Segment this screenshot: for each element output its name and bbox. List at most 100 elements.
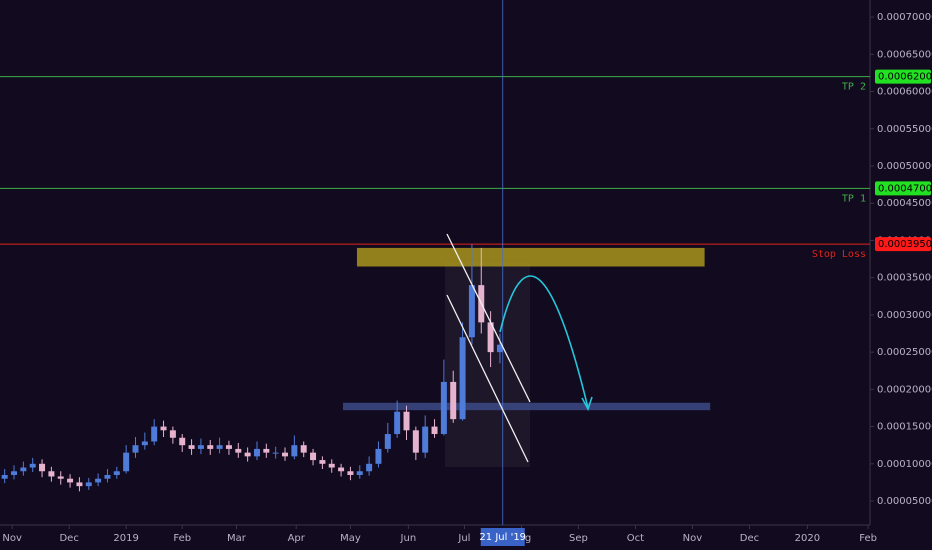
y-tick-label: 0.00035000: [877, 273, 932, 284]
x-tick-label: Jul: [457, 533, 470, 544]
candle-body: [263, 448, 270, 453]
candle-body: [291, 445, 298, 457]
channel-lower: [446, 294, 529, 463]
candle-body: [39, 463, 46, 472]
x-tick-label: Apr: [288, 533, 306, 544]
level-price-label: 0.00047000: [878, 183, 932, 194]
x-tick-label: Dec: [740, 533, 759, 544]
y-tick-label: 0.00045000: [877, 198, 932, 209]
candle-body: [216, 445, 223, 449]
x-tick-label: 2020: [795, 533, 820, 544]
candle-body: [188, 445, 195, 449]
candle-body: [328, 463, 335, 468]
level-price-box: [875, 181, 931, 196]
zone: [356, 247, 705, 267]
candle-body: [375, 448, 382, 464]
candle-body: [1, 474, 8, 479]
channel-upper: [446, 233, 531, 403]
candle-body: [450, 381, 457, 420]
x-tick-label: Oct: [627, 533, 644, 544]
candle-body: [20, 467, 27, 472]
candle-body: [319, 460, 326, 464]
candle-body: [403, 411, 410, 431]
x-tick-label: Sep: [569, 533, 588, 544]
candle-body: [310, 452, 317, 461]
y-tick-label: 0.00030000: [877, 310, 932, 321]
y-tick-label: 0.00015000: [877, 422, 932, 433]
selection-shade: [445, 262, 530, 467]
y-tick-label: 0.00025000: [877, 347, 932, 358]
x-tick-label: Jun: [400, 533, 417, 544]
candle-body: [179, 437, 186, 446]
x-tick-label: 2019: [113, 533, 138, 544]
candle-body: [468, 285, 475, 338]
arrow-head: [581, 396, 593, 411]
candle-body: [197, 445, 204, 449]
y-tick-label: 0.00005000: [877, 496, 932, 507]
candle-body: [113, 471, 120, 475]
y-tick-label: 0.00020000: [877, 384, 932, 395]
candle-body: [394, 411, 401, 435]
candle-body: [440, 381, 447, 435]
candle-body: [431, 426, 438, 435]
candle-body: [29, 463, 36, 468]
candle-body: [459, 337, 466, 420]
candle-body: [123, 452, 130, 472]
candle-body: [104, 474, 111, 479]
y-tick-label: 0.00070000: [877, 12, 932, 23]
y-tick-label: 0.00065000: [877, 49, 932, 60]
candle-body: [48, 471, 55, 477]
candle-body: [57, 476, 64, 479]
level-price-label: 0.00062000: [878, 72, 932, 83]
y-tick-label: 0.00010000: [877, 459, 932, 470]
candle-body: [366, 463, 373, 472]
candle-body: [151, 426, 158, 442]
x-tick-label: Mar: [227, 533, 247, 544]
level-price-box: [875, 69, 931, 84]
candle-body: [95, 478, 102, 483]
candle-body: [85, 482, 92, 487]
candle-body: [412, 430, 419, 453]
candle-body: [67, 478, 74, 483]
level-label: TP 2: [842, 82, 866, 93]
x-tick-label: May: [340, 533, 361, 544]
y-tick-label: 0.00050000: [877, 161, 932, 172]
candle-body: [338, 467, 345, 472]
projection-arrow: [499, 275, 589, 409]
candle-body: [496, 344, 503, 353]
candle-body: [356, 471, 363, 475]
candle-body: [272, 452, 279, 454]
candle-body: [347, 471, 354, 475]
crosshair-label: 21 Jul '19: [479, 532, 526, 543]
y-tick-label: 0.00060000: [877, 87, 932, 98]
x-tick-label: Nov: [2, 533, 22, 544]
candle-body: [253, 448, 260, 457]
candle-body: [76, 482, 83, 487]
candle-body: [207, 445, 214, 449]
candle-body: [384, 434, 391, 449]
x-tick-label: Feb: [859, 533, 877, 544]
candle-body: [160, 426, 167, 431]
candle-body: [422, 426, 429, 453]
level-price-box: [875, 237, 931, 252]
level-label: TP 1: [842, 193, 866, 204]
x-tick-label: Nov: [683, 533, 703, 544]
level-label: Stop Loss: [812, 249, 866, 260]
candle-body: [132, 445, 139, 453]
candle-body: [282, 452, 289, 457]
candle-body: [235, 448, 242, 453]
candle-body: [487, 322, 494, 353]
candle-body: [244, 452, 251, 457]
candle-body: [11, 471, 18, 475]
candle-body: [300, 445, 307, 453]
candle-body: [169, 430, 176, 438]
x-tick-label: Dec: [59, 533, 78, 544]
x-tick-label: Feb: [173, 533, 191, 544]
level-price-label: 0.00039500: [878, 239, 932, 250]
y-tick-label: 0.00055000: [877, 124, 932, 135]
candle-body: [141, 441, 148, 446]
candle-body: [225, 445, 232, 449]
crosshair-box: [480, 528, 525, 546]
zone: [342, 402, 711, 411]
